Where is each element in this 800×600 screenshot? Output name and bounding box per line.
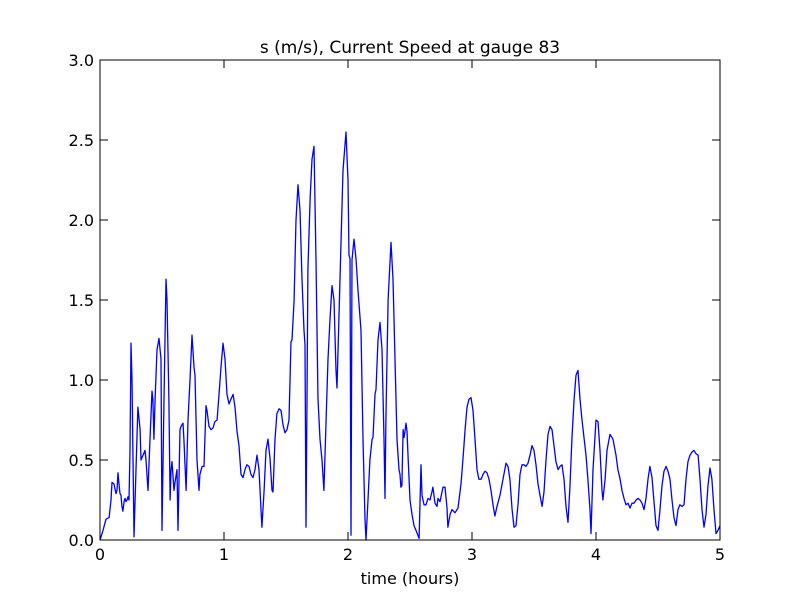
y-tick-label: 1.0 (69, 371, 94, 390)
x-axis-label: time (hours) (361, 569, 460, 588)
x-axis: 0 1 2 3 4 5 (95, 60, 725, 564)
y-tick-label: 2.5 (69, 131, 94, 150)
chart-title: s (m/s), Current Speed at gauge 83 (260, 38, 560, 58)
x-tick-label: 3 (467, 545, 477, 564)
y-axis: 0.0 0.5 1.0 1.5 2.0 2.5 3.0 (69, 51, 720, 550)
x-tick-label: 5 (715, 545, 725, 564)
y-tick-label: 1.5 (69, 291, 94, 310)
x-tick-label: 0 (95, 545, 105, 564)
x-tick-label: 4 (591, 545, 601, 564)
x-tick-label: 2 (343, 545, 353, 564)
y-tick-label: 3.0 (69, 51, 94, 70)
y-tick-label: 2.0 (69, 211, 94, 230)
y-tick-label: 0.0 (69, 531, 94, 550)
speed-series-line (99, 131, 721, 541)
x-tick-label: 1 (219, 545, 229, 564)
plot-background (100, 60, 720, 540)
y-tick-label: 0.5 (69, 451, 94, 470)
